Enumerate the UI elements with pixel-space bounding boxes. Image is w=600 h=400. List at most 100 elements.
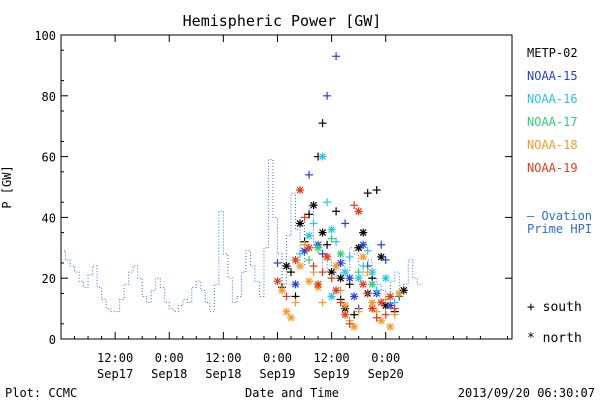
south-marker — [287, 268, 296, 277]
marker-key-entry: + south — [527, 300, 582, 315]
footer-right: 2013/09/20 06:30:07 — [458, 386, 595, 400]
north-marker — [327, 292, 336, 301]
south-marker — [332, 207, 341, 216]
south-marker — [350, 310, 359, 319]
north-marker — [314, 243, 323, 252]
ovation-label-line2: Prime HPI — [527, 222, 592, 236]
south-marker — [300, 213, 309, 222]
north-marker — [341, 268, 350, 277]
x-tick-label-time: 0:00 — [263, 351, 292, 365]
ovation-prime-hpi-line — [61, 159, 422, 313]
north-marker — [332, 286, 341, 295]
north-marker — [273, 277, 282, 286]
north-marker — [287, 313, 296, 322]
x-tick-label-time: 12:00 — [205, 351, 241, 365]
legend: METP-02 NOAA-15 NOAA-16 NOAA-17 NOAA-18 NOAA-… — [527, 46, 578, 175]
south-marker — [354, 307, 363, 316]
south-marker — [309, 262, 318, 271]
legend-entry: NOAA-19 — [527, 161, 578, 175]
south-marker — [332, 52, 341, 61]
north-marker — [296, 186, 305, 195]
chart-title: Hemispheric Power [GW] — [183, 12, 382, 30]
legend-entry: NOAA-18 — [527, 138, 578, 152]
south-marker — [309, 219, 318, 228]
y-tick-label: 100 — [34, 29, 56, 43]
south-marker — [381, 310, 390, 319]
south-marker — [305, 170, 314, 179]
legend-entry: NOAA-15 — [527, 69, 578, 83]
ovation-path — [61, 159, 422, 313]
north-marker — [395, 289, 404, 298]
south-marker — [363, 289, 372, 298]
south-marker — [323, 198, 332, 207]
north-marker — [291, 280, 300, 289]
y-tick-label: 60 — [42, 151, 56, 165]
north-marker — [309, 201, 318, 210]
x-tick-label-time: 0:00 — [155, 351, 184, 365]
north-marker — [282, 262, 291, 271]
south-marker — [363, 246, 372, 255]
north-marker — [314, 280, 323, 289]
marker-layer — [273, 52, 408, 331]
y-axis-label: P [GW] — [0, 165, 14, 208]
x-tick-label-date: Sep19 — [259, 367, 295, 381]
north-marker — [377, 252, 386, 261]
south-marker — [381, 255, 390, 264]
south-marker — [372, 286, 381, 295]
ovation-label: — Ovation — [527, 209, 592, 223]
north-marker — [399, 286, 408, 295]
south-marker — [359, 262, 368, 271]
north-marker — [323, 252, 332, 261]
north-marker — [350, 322, 359, 331]
south-marker — [318, 298, 327, 307]
y-tick-label: 0 — [49, 333, 56, 347]
x-tick-label-time: 12:00 — [314, 351, 350, 365]
south-marker — [332, 237, 341, 246]
north-marker — [354, 207, 363, 216]
north-marker — [332, 262, 341, 271]
north-marker — [359, 280, 368, 289]
south-marker — [296, 249, 305, 258]
north-marker — [386, 322, 395, 331]
north-marker — [336, 259, 345, 267]
legend-entry: NOAA-17 — [527, 115, 578, 129]
north-marker — [327, 268, 336, 277]
north-marker — [381, 274, 390, 283]
south-marker — [381, 295, 390, 304]
x-tick-label-date: Sep17 — [97, 367, 133, 381]
north-marker — [318, 152, 327, 161]
y-axis: 0 20 40 60 80 100 — [34, 29, 512, 347]
north-marker — [359, 228, 368, 237]
south-marker — [305, 210, 314, 219]
north-marker — [305, 277, 314, 286]
north-marker — [277, 286, 286, 295]
south-marker — [318, 268, 327, 277]
north-marker — [296, 262, 305, 271]
north-marker — [305, 243, 314, 252]
south-marker — [350, 201, 359, 210]
north-marker — [336, 249, 345, 258]
north-marker — [350, 292, 359, 301]
x-tick-label-time: 12:00 — [97, 351, 133, 365]
north-marker — [345, 274, 354, 283]
north-marker — [341, 301, 350, 310]
south-marker — [377, 240, 386, 249]
south-marker — [341, 219, 350, 228]
north-marker — [359, 240, 368, 249]
x-tick-label-date: Sep19 — [314, 367, 350, 381]
south-marker — [327, 234, 336, 243]
legend-entry: NOAA-16 — [527, 92, 578, 106]
south-marker — [390, 304, 399, 313]
north-marker — [386, 292, 395, 301]
legend-entry: METP-02 — [527, 46, 578, 60]
north-marker — [377, 316, 386, 325]
north-marker — [368, 280, 377, 289]
south-marker — [372, 186, 381, 195]
south-marker — [300, 240, 309, 249]
north-marker — [327, 225, 336, 234]
south-marker — [327, 274, 336, 283]
x-tick-label-date: Sep18 — [151, 367, 187, 381]
north-marker — [305, 231, 314, 240]
x-axis-label: Date and Time — [245, 386, 339, 400]
y-tick-label: 20 — [42, 272, 56, 286]
